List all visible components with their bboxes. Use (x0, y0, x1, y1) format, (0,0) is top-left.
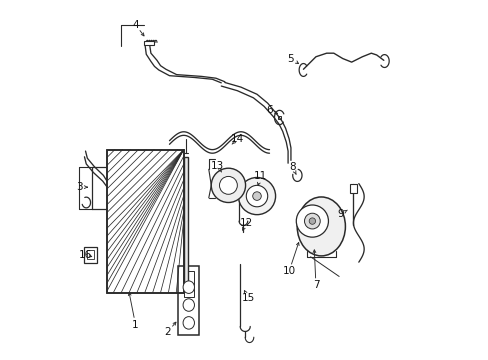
Circle shape (296, 205, 328, 237)
Circle shape (238, 177, 275, 215)
Text: 5: 5 (287, 54, 294, 64)
Ellipse shape (183, 317, 194, 329)
Bar (107, 150, 183, 293)
Bar (86, 249, 94, 258)
Text: 3: 3 (76, 182, 82, 192)
Text: 6: 6 (265, 105, 272, 115)
Text: 9: 9 (337, 209, 344, 219)
Ellipse shape (183, 299, 194, 311)
Circle shape (219, 176, 237, 194)
Bar (107, 150, 183, 293)
Circle shape (252, 192, 261, 201)
Text: 12: 12 (239, 218, 252, 228)
Text: 2: 2 (164, 327, 171, 337)
Bar (183, 157, 188, 285)
Text: 13: 13 (211, 161, 224, 171)
Circle shape (308, 218, 315, 224)
Ellipse shape (297, 197, 345, 256)
Bar (83, 247, 97, 263)
Bar (178, 266, 199, 336)
Text: 7: 7 (312, 280, 319, 291)
Circle shape (246, 185, 267, 207)
Bar (183, 271, 194, 297)
Text: 14: 14 (230, 134, 244, 144)
Text: 1: 1 (132, 320, 139, 330)
Bar (277, 116, 281, 118)
Text: 15: 15 (241, 293, 254, 303)
Text: 11: 11 (253, 171, 266, 181)
Bar (349, 184, 356, 193)
Circle shape (211, 168, 245, 203)
Text: 16: 16 (79, 250, 92, 260)
Text: 8: 8 (289, 162, 295, 172)
Text: 4: 4 (132, 19, 139, 30)
Text: 10: 10 (282, 266, 295, 276)
Circle shape (304, 213, 320, 229)
Ellipse shape (183, 281, 194, 293)
Bar (143, 41, 154, 45)
